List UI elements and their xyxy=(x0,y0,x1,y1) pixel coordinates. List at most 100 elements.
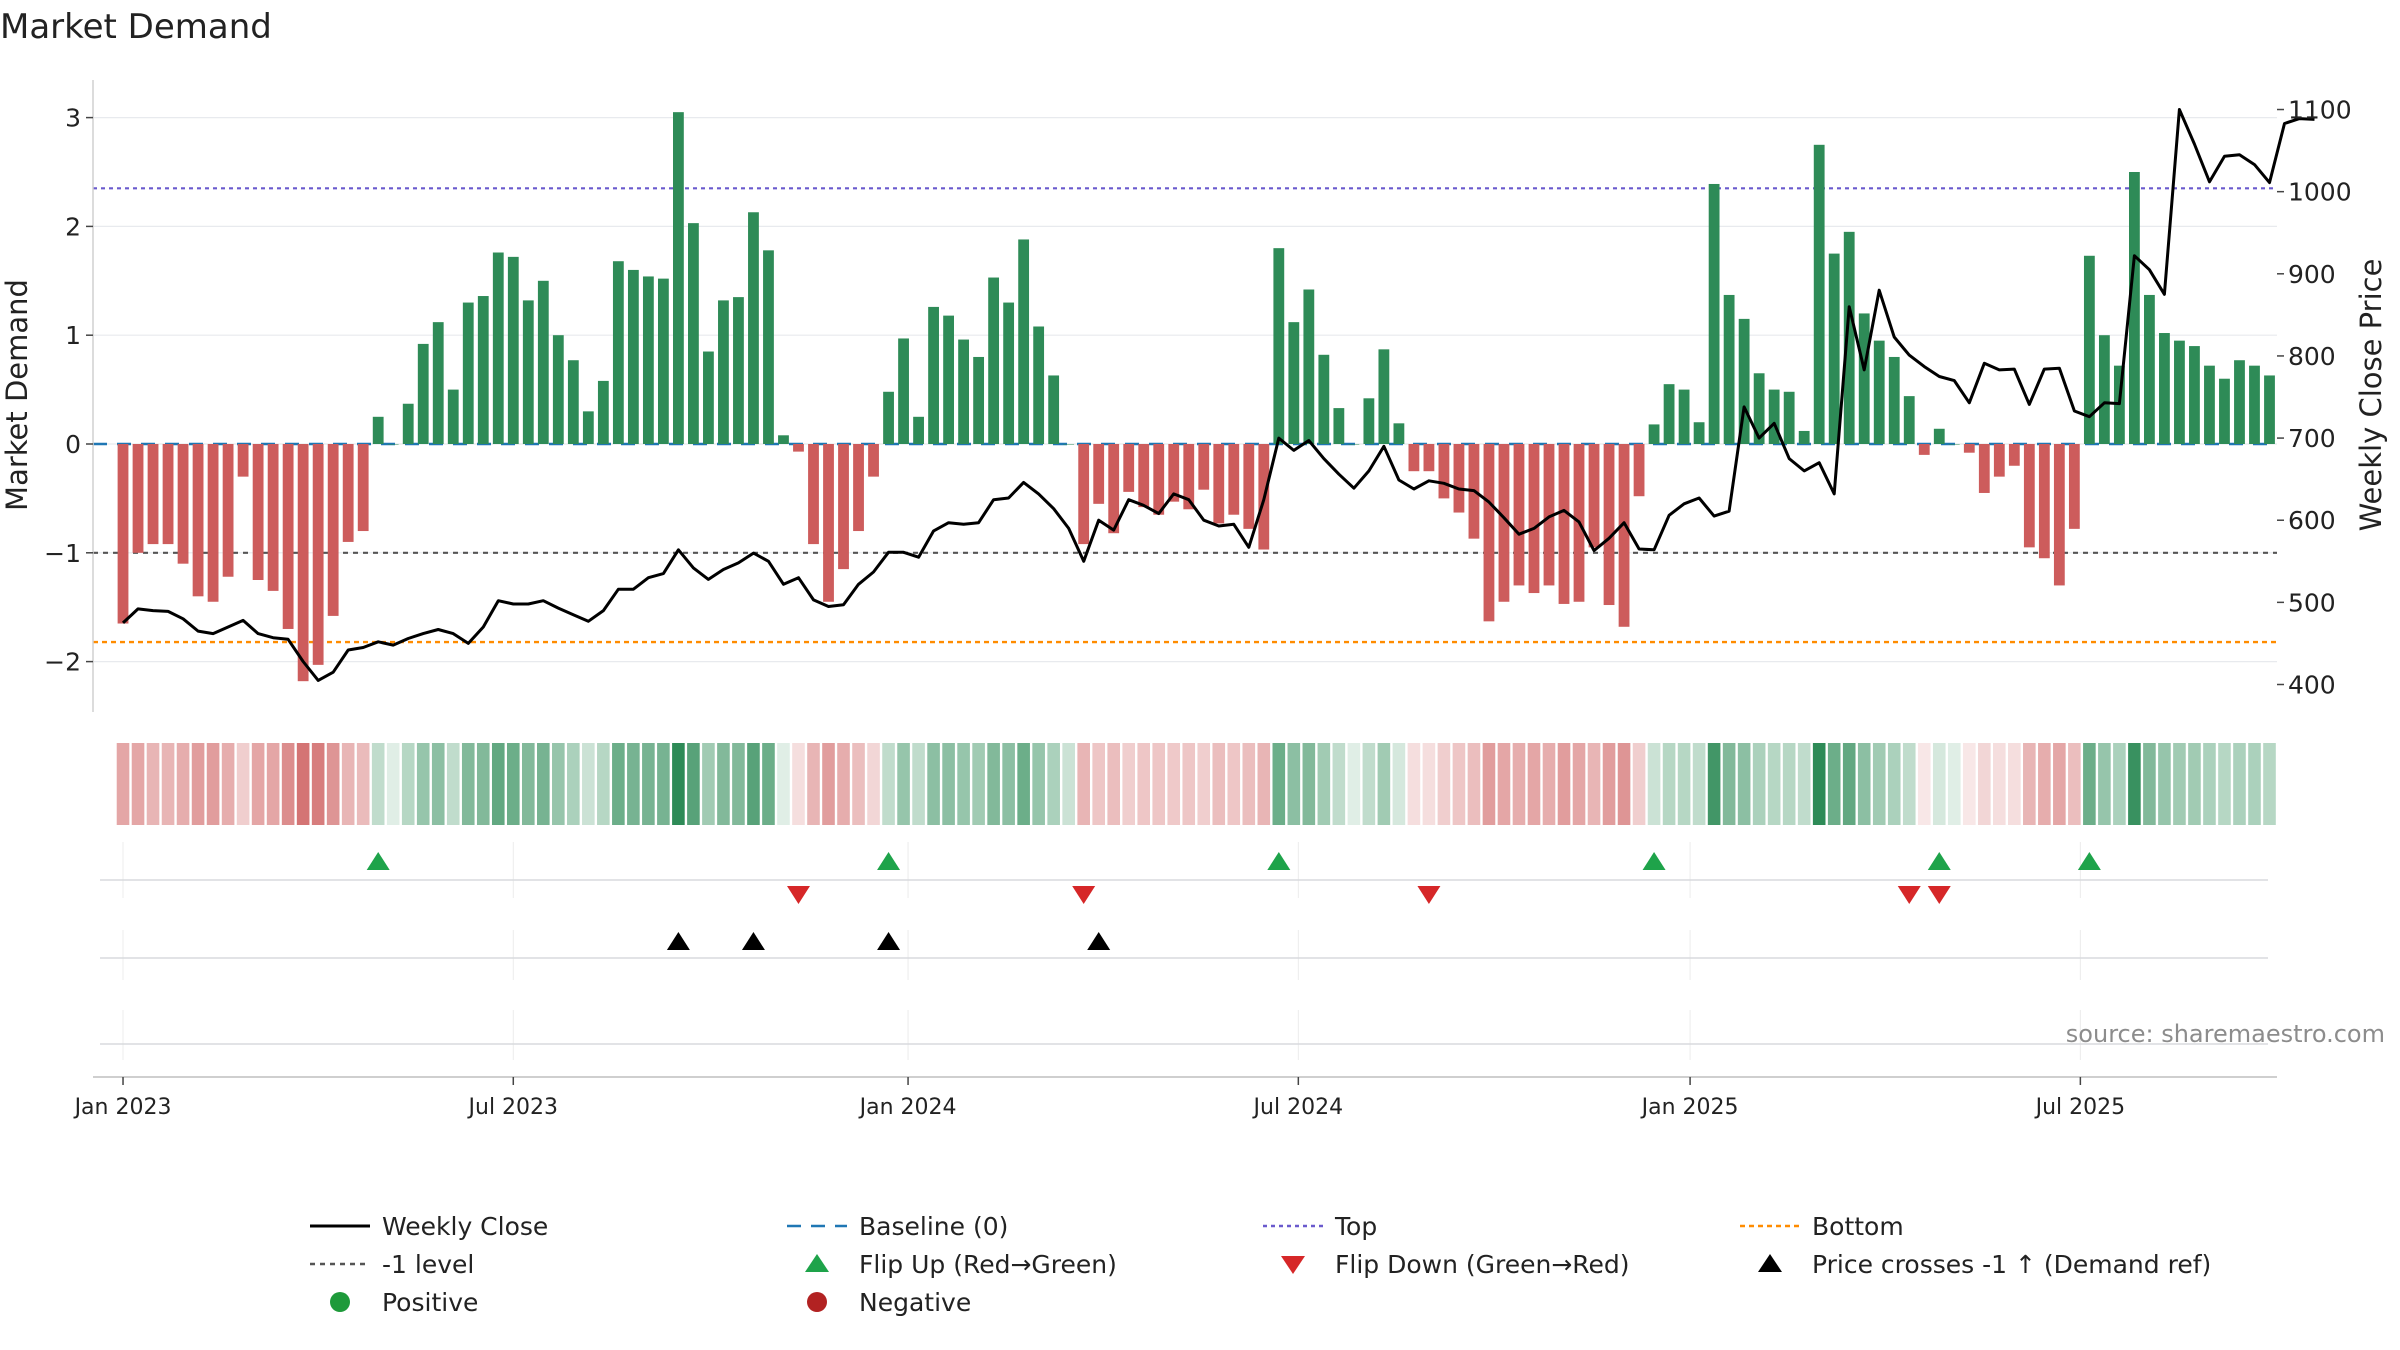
strip-cell xyxy=(1272,743,1286,825)
flip-up-marker xyxy=(1927,852,1951,870)
demand-bar xyxy=(793,444,804,452)
demand-bar xyxy=(462,302,474,444)
strip-cell xyxy=(1932,743,1946,825)
demand-bar xyxy=(718,300,729,444)
demand-bar xyxy=(252,444,264,580)
strip-cell xyxy=(1287,743,1301,825)
demand-bar xyxy=(1348,444,1360,445)
strip-cell xyxy=(972,743,985,825)
demand-bar xyxy=(222,444,234,577)
strip-cell xyxy=(1677,743,1691,825)
demand-bar xyxy=(2008,444,2020,466)
demand-bar xyxy=(1408,444,1420,472)
strip-cell xyxy=(2248,743,2261,825)
strip-cell xyxy=(1617,743,1631,825)
x-tick-label: Jan 2025 xyxy=(1640,1095,1739,1120)
right-axis-label: Weekly Close Price xyxy=(2354,259,2388,532)
demand-bar xyxy=(1093,444,1105,504)
demand-bar xyxy=(1588,444,1600,548)
y-tick-label-right: 400 xyxy=(2288,671,2336,700)
left-axis-label: Market Demand xyxy=(0,279,34,511)
strip-cell xyxy=(1107,743,1121,825)
demand-bar xyxy=(357,444,369,532)
strip-cell xyxy=(2128,743,2141,825)
demand-bar xyxy=(2204,365,2215,444)
demand-bar xyxy=(537,280,549,444)
demand-bar xyxy=(342,444,354,542)
strip-cell xyxy=(251,743,265,825)
legend-swatch-flipdown xyxy=(1281,1256,1305,1274)
legend-label-bottom: Bottom xyxy=(1812,1212,1904,1241)
y-tick-label-left: 3 xyxy=(65,104,81,133)
strip-cell xyxy=(1497,743,1511,825)
strip-cell xyxy=(1257,743,1271,825)
strip-cell xyxy=(1047,743,1060,825)
legend-label-close: Weekly Close xyxy=(382,1212,548,1241)
demand-bar xyxy=(1723,294,1735,444)
demand-bar xyxy=(567,360,579,444)
strip-cell xyxy=(131,743,145,825)
strip-cell xyxy=(1872,743,1886,825)
event-markers xyxy=(100,852,2268,1045)
demand-bar xyxy=(1273,248,1285,444)
strip-cell xyxy=(1993,743,2006,825)
demand-bar xyxy=(763,250,774,444)
demand-bar xyxy=(1738,318,1750,444)
demand-bar xyxy=(1483,444,1495,622)
demand-bar xyxy=(1183,444,1195,510)
demand-bar xyxy=(207,444,219,602)
strip-cell xyxy=(897,743,910,825)
demand-bar xyxy=(402,403,414,444)
legend-label-flipdown: Flip Down (Green→Red) xyxy=(1335,1250,1630,1279)
strip-cell xyxy=(1002,743,1015,825)
strip-cell xyxy=(116,743,130,825)
legend-label-flipup: Flip Up (Red→Green) xyxy=(859,1250,1117,1279)
demand-bar xyxy=(1423,444,1435,472)
strip-cell xyxy=(867,743,880,825)
legend-item-minus1: -1 level xyxy=(310,1250,474,1279)
strip-cell xyxy=(1812,743,1826,825)
y-tick-label-left: −2 xyxy=(44,648,81,677)
strip-cell xyxy=(1092,743,1105,825)
demand-bar xyxy=(1243,444,1255,529)
legend-swatch-positive xyxy=(330,1292,350,1312)
demand-bar xyxy=(2219,378,2230,444)
strip-cell xyxy=(1977,743,1991,825)
demand-bar xyxy=(2023,444,2035,548)
demand-bar xyxy=(237,444,249,477)
strip-cell xyxy=(1632,743,1646,825)
demand-bar xyxy=(297,444,309,682)
strip-cell xyxy=(371,743,385,825)
demand-bar xyxy=(1768,389,1780,444)
strip-cell xyxy=(1572,743,1586,825)
demand-bar xyxy=(447,389,459,444)
strip-cell xyxy=(2113,743,2126,825)
strip-cell xyxy=(2158,743,2171,825)
demand-bar xyxy=(688,223,699,444)
demand-bar xyxy=(1198,444,1210,490)
legend-swatch-cross xyxy=(1758,1254,1782,1272)
strip-cell xyxy=(491,743,505,825)
demand-bar xyxy=(1708,183,1720,444)
strip-cell xyxy=(792,743,805,825)
strip-cell xyxy=(1542,743,1556,825)
strip-cell xyxy=(2008,743,2021,825)
demand-bar xyxy=(1318,354,1330,444)
strip-cell xyxy=(1032,743,1045,825)
strip-cell xyxy=(1062,743,1075,825)
legend-swatch-flipup xyxy=(805,1254,829,1272)
strip-cell xyxy=(2053,743,2066,825)
demand-bar xyxy=(1693,422,1705,444)
strip-cell xyxy=(2038,743,2051,825)
strip-cell xyxy=(1182,743,1196,825)
strip-cell xyxy=(822,743,835,825)
strip-cell xyxy=(1752,743,1766,825)
strip-cell xyxy=(401,743,415,825)
strip-cell xyxy=(1737,743,1751,825)
x-tick-label: Jan 2023 xyxy=(73,1095,172,1120)
demand-bar xyxy=(1543,444,1555,586)
strip-cell xyxy=(1227,743,1241,825)
demand-bar xyxy=(1303,289,1315,444)
demand-bar xyxy=(1153,444,1165,515)
